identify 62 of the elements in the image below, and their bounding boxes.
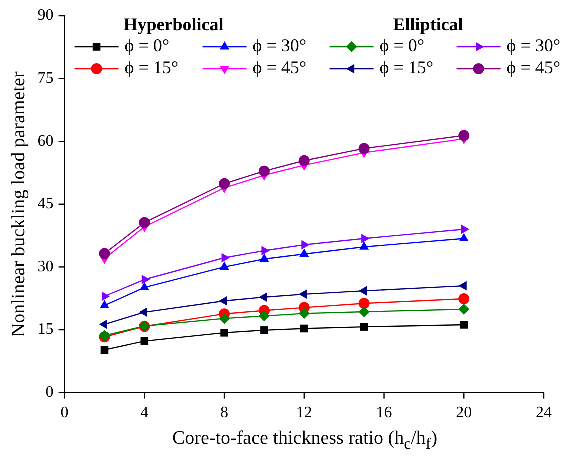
point bbox=[298, 155, 310, 166]
point bbox=[358, 298, 370, 310]
point bbox=[220, 329, 228, 337]
y-tick-label: 75 bbox=[38, 70, 54, 88]
legend-label: ϕ = 45° bbox=[252, 58, 307, 78]
point bbox=[100, 300, 110, 308]
y-tick-label: 60 bbox=[38, 132, 54, 150]
point bbox=[219, 296, 228, 306]
point bbox=[102, 292, 110, 302]
legend-label: ϕ = 0° bbox=[124, 36, 170, 56]
y-tick-label: 45 bbox=[38, 196, 54, 213]
point bbox=[362, 234, 370, 244]
point bbox=[139, 217, 150, 228]
legend-label: ϕ = 0° bbox=[380, 36, 425, 56]
point bbox=[142, 274, 150, 285]
x-tick-label: 0 bbox=[60, 404, 69, 422]
point bbox=[460, 321, 468, 329]
point bbox=[300, 324, 308, 333]
legend-label: ϕ = 30° bbox=[252, 36, 307, 56]
annotation: Elliptical bbox=[393, 14, 464, 35]
point bbox=[99, 320, 108, 330]
point bbox=[262, 246, 270, 256]
y-tick-label: 0 bbox=[46, 384, 54, 402]
point bbox=[298, 290, 308, 300]
point bbox=[222, 253, 230, 263]
point bbox=[219, 313, 230, 324]
point bbox=[458, 294, 470, 305]
point bbox=[302, 240, 310, 250]
point bbox=[258, 166, 270, 177]
point bbox=[258, 292, 268, 302]
legend-label: ϕ = 15° bbox=[380, 58, 434, 78]
x-tick-label: 12 bbox=[296, 404, 312, 422]
x-axis-title: Core-to-face thickness ratio (h$_{c}$/h$_{f}$) bbox=[171, 428, 439, 454]
point bbox=[260, 326, 268, 334]
x-tick-label: 4 bbox=[140, 404, 149, 422]
legend-label: ϕ = 15° bbox=[124, 58, 179, 78]
point bbox=[360, 323, 368, 331]
annotation: Hyperbolical bbox=[124, 14, 224, 35]
x-tick-label: 24 bbox=[536, 404, 552, 422]
point bbox=[358, 143, 370, 154]
y-tick-label: 90 bbox=[38, 7, 54, 24]
x-tick-label: 8 bbox=[220, 404, 229, 422]
legend-label: ϕ = 45° bbox=[506, 58, 561, 78]
point bbox=[458, 281, 467, 291]
point bbox=[219, 178, 230, 190]
point bbox=[100, 346, 109, 354]
y-axis-title: Nonlinear buckling load parameter bbox=[8, 71, 30, 338]
point bbox=[140, 337, 149, 346]
point bbox=[461, 224, 470, 234]
point bbox=[99, 248, 110, 260]
legend-label: ϕ = 30° bbox=[506, 36, 561, 56]
point bbox=[298, 308, 310, 320]
point bbox=[358, 286, 368, 296]
point bbox=[458, 130, 470, 142]
y-tick-label: 15 bbox=[38, 321, 54, 338]
point bbox=[258, 310, 270, 322]
x-tick-label: 20 bbox=[456, 404, 472, 422]
point bbox=[358, 306, 370, 318]
y-tick-label: 30 bbox=[38, 258, 54, 276]
point bbox=[458, 304, 470, 315]
point bbox=[139, 308, 148, 318]
x-tick-label: 16 bbox=[376, 404, 392, 422]
